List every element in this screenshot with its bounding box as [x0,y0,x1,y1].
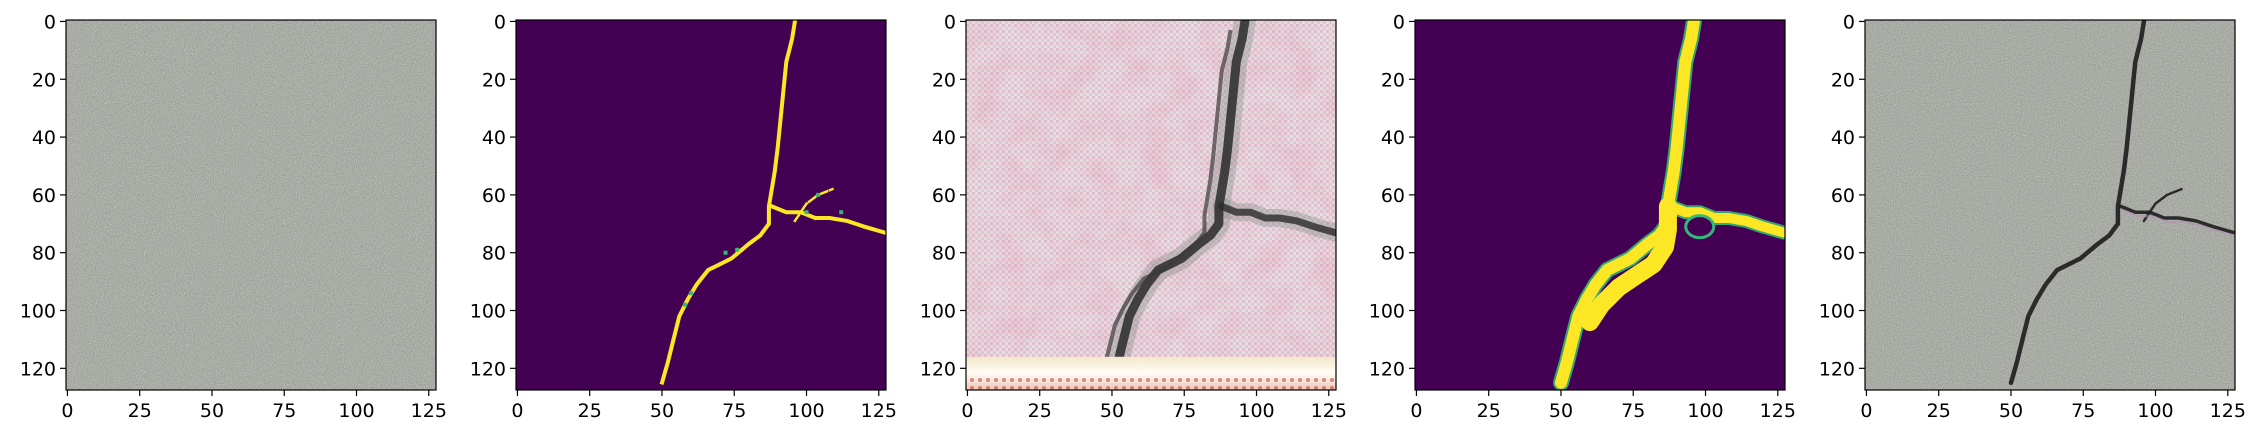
x-tick-label: 75 [1172,400,1196,422]
x-tick-label: 50 [1549,400,1573,422]
x-tick-label: 25 [1477,400,1501,422]
x-tick-label: 50 [1100,400,1124,422]
x-tick-label: 0 [1860,400,1872,422]
y-tick-label: 40 [32,127,56,149]
y-tick-label: 80 [1831,243,1855,265]
axes-frame [1864,19,2236,391]
crack-line [1095,29,1233,390]
x-tick-label: 50 [1999,400,2023,422]
y-tick-label: 20 [1381,69,1405,91]
x-tick-label: 75 [722,400,746,422]
crack-mask [793,187,835,223]
panel-4: 0 25 50 75 100 125 0 20 40 60 80 100 120 [1369,11,1796,422]
y-tick-label: 120 [20,358,56,380]
panel-2: 0 25 50 75 100 125 0 20 40 60 80 100 120 [470,11,897,422]
axes-frame [515,19,887,391]
y-tick-label: 80 [32,243,56,265]
x-tick-label: 25 [128,400,152,422]
x-tick-label: 25 [1927,400,1951,422]
y-tick-label: 0 [1843,11,1855,33]
y-tick-label: 100 [20,301,56,323]
panel-image [1865,20,2235,390]
x-tick-label: 100 [2137,400,2173,422]
panel-image [516,20,886,390]
panel-image [66,20,436,390]
x-tick-label: 75 [2071,400,2095,422]
y-tick-label: 0 [494,11,506,33]
y-tick-label: 100 [470,301,506,323]
x-tick-label: 25 [1028,400,1052,422]
x-tick-label: 50 [200,400,224,422]
axes-frame [65,19,437,391]
x-tick-label: 0 [511,400,523,422]
axes-frame [1414,19,1786,391]
y-tick-label: 100 [920,301,956,323]
crack-mask [769,203,886,235]
y-tick-label: 0 [944,11,956,33]
x-tick-label: 100 [788,400,824,422]
y-tick-label: 20 [32,69,56,91]
x-tick-label: 0 [961,400,973,422]
y-tick-label: 20 [482,69,506,91]
crack-line [2119,204,2235,235]
panel-1: 0 25 50 75 100 125 0 20 40 60 80 100 120 [20,11,447,422]
y-tick-label: 0 [44,11,56,33]
x-tick-label: 100 [1238,400,1274,422]
crack-mask [659,20,798,386]
y-tick-label: 120 [1369,358,1405,380]
y-tick-label: 120 [920,358,956,380]
y-tick-label: 60 [482,185,506,207]
y-tick-label: 40 [482,127,506,149]
y-tick-label: 120 [470,358,506,380]
crack-line [2142,187,2183,223]
y-tick-label: 80 [1381,243,1405,265]
x-tick-label: 125 [411,400,447,422]
y-tick-label: 40 [1381,127,1405,149]
y-tick-label: 20 [1831,69,1855,91]
x-tick-label: 125 [1311,400,1347,422]
crack-line [2008,20,2147,386]
x-tick-label: 100 [338,400,374,422]
y-tick-label: 20 [932,69,956,91]
x-tick-label: 125 [1760,400,1796,422]
y-tick-label: 60 [932,185,956,207]
panel-image [966,20,1336,390]
panel-3: 0 25 50 75 100 125 0 20 40 60 80 100 120 [920,11,1347,422]
y-tick-label: 60 [32,185,56,207]
x-tick-label: 0 [1410,400,1422,422]
y-tick-label: 100 [1369,301,1405,323]
axes-frame [965,19,1337,391]
y-tick-label: 40 [932,127,956,149]
y-tick-label: 60 [1381,185,1405,207]
panel-5: 0 25 50 75 100 125 0 20 40 60 80 100 120 [1819,11,2246,422]
x-tick-label: 125 [2210,400,2246,422]
x-tick-label: 50 [650,400,674,422]
x-tick-label: 75 [272,400,296,422]
panel-image [1415,20,1785,390]
y-tick-label: 60 [1831,185,1855,207]
y-tick-label: 120 [1819,358,1855,380]
x-tick-label: 0 [61,400,73,422]
y-tick-label: 40 [1831,127,1855,149]
y-tick-label: 0 [1393,11,1405,33]
x-tick-label: 100 [1687,400,1723,422]
x-tick-label: 25 [578,400,602,422]
y-tick-label: 80 [482,243,506,265]
x-tick-label: 125 [861,400,897,422]
y-tick-label: 80 [932,243,956,265]
y-tick-label: 100 [1819,301,1855,323]
x-tick-label: 75 [1621,400,1645,422]
